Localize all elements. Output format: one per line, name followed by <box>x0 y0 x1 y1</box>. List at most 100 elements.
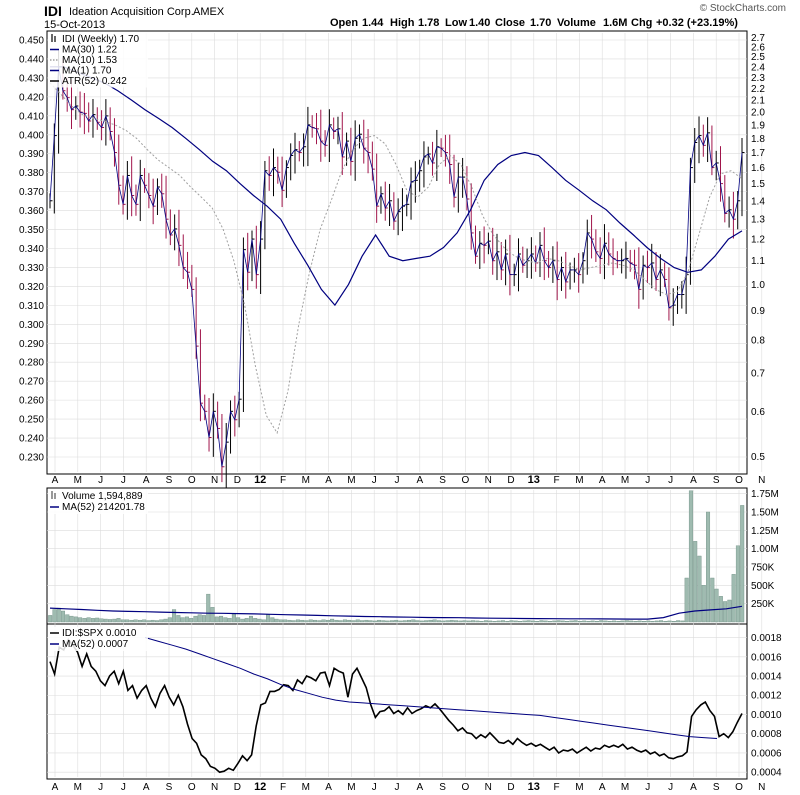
y-right-tick-label: 1.5 <box>751 179 765 190</box>
volume-bar <box>513 620 518 623</box>
y-right-tick-label: 2.4 <box>751 62 765 73</box>
volume-bar <box>731 574 736 623</box>
volume-bar <box>248 615 253 623</box>
volume-bar <box>368 620 373 623</box>
legend-label: IDI (Weekly) 1.70 <box>62 34 139 45</box>
y-right-tick-label: 0.7 <box>751 369 765 380</box>
volume-bar <box>189 618 194 623</box>
axis-ticks: A A M M J J J J A A S S O O N N D D 12 12 F F M M A A M M J J J J A A S S O O… <box>19 33 782 793</box>
x-tick-label: J <box>645 782 650 793</box>
volume-bar <box>667 620 672 623</box>
y-left-tick-label: 0.270 <box>19 377 44 388</box>
volume-bar <box>253 618 258 623</box>
y-right-tick-label: 0.5 <box>751 452 765 463</box>
volume-bar <box>377 619 382 623</box>
volume-bar <box>167 617 172 623</box>
volume-bar <box>261 619 266 623</box>
y-left-tick-label: 0.320 <box>19 282 44 293</box>
volume-bar <box>607 621 612 623</box>
volume-bar <box>466 620 471 623</box>
y-right-tick-label: 0.6 <box>751 407 765 418</box>
x-tick-label: N <box>758 475 765 486</box>
x-tick-label: F <box>280 782 286 793</box>
volume-bar <box>590 620 595 623</box>
volume-bar <box>539 620 544 623</box>
x-tick-label: D <box>234 782 241 793</box>
rs-tick-label: 0.0004 <box>751 768 782 779</box>
x-tick-label: N <box>485 782 492 793</box>
volume-bar <box>334 619 339 623</box>
volume-bar <box>518 621 523 623</box>
y-left-tick-label: 0.390 <box>19 149 44 160</box>
x-tick-label: O <box>462 782 470 793</box>
y-right-tick-label: 2.3 <box>751 73 765 84</box>
volume-bar <box>330 618 335 623</box>
low-value: 1.40 <box>469 17 490 29</box>
x-tick-label: 13 <box>528 474 540 486</box>
volume-bar <box>445 620 450 623</box>
legend-label: MA(52) 214201.78 <box>62 502 145 513</box>
y-right-tick-label: 1.9 <box>751 120 765 131</box>
volume-bar <box>684 577 689 623</box>
volume-bar <box>116 618 121 623</box>
volume-bar <box>150 619 155 623</box>
volume-bar <box>321 619 326 623</box>
y-left-tick-label: 0.340 <box>19 244 44 255</box>
x-tick-label: A <box>325 782 332 793</box>
volume-bar <box>586 621 591 623</box>
x-tick-label: J <box>372 475 377 486</box>
volume-bar <box>496 620 501 623</box>
y-left-tick-label: 0.400 <box>19 130 44 141</box>
volume-bar <box>492 621 497 623</box>
rs-tick-label: 0.0014 <box>751 672 782 683</box>
volume-bar <box>398 620 403 623</box>
volume-bar <box>616 621 621 623</box>
symbol-label: IDI <box>44 3 62 19</box>
volume-bar <box>172 609 177 623</box>
volume-bar <box>325 619 330 623</box>
volume-bar <box>295 619 300 623</box>
y-right-tick-label: 2.6 <box>751 42 765 53</box>
volume-bar <box>530 620 535 623</box>
volume-bar <box>214 616 219 623</box>
volume-bar <box>565 621 570 623</box>
x-tick-label: A <box>690 475 697 486</box>
exchange-label: AMEX <box>193 6 225 18</box>
volume-bar <box>372 620 377 623</box>
volume-bar <box>573 620 578 623</box>
y-right-tick-label: 1.6 <box>751 163 765 174</box>
x-tick-label: O <box>188 782 196 793</box>
volume-bar <box>283 619 288 623</box>
y-right-tick-label: 1.4 <box>751 196 765 207</box>
volume-bar <box>300 619 305 623</box>
volume-bar <box>240 618 245 623</box>
volume-bar <box>163 618 168 623</box>
rs-line <box>49 637 743 774</box>
volume-bar <box>108 619 113 623</box>
volume-tick-label: 1.25M <box>751 526 779 537</box>
y-right-tick-label: 1.3 <box>751 215 765 226</box>
volume-tick-label: 750K <box>751 563 775 574</box>
volume-bar <box>680 620 685 623</box>
x-tick-label: A <box>599 475 606 486</box>
y-right-tick-label: 2.7 <box>751 33 765 44</box>
volume-bar <box>270 617 275 623</box>
legend-label: MA(30) 1.22 <box>62 45 117 56</box>
volume-bar <box>424 620 429 623</box>
x-tick-label: S <box>439 782 446 793</box>
x-tick-label: S <box>713 475 720 486</box>
y-left-tick-label: 0.330 <box>19 263 44 274</box>
x-tick-label: M <box>575 475 583 486</box>
legend-label: Volume 1,594,889 <box>62 491 143 502</box>
volume-bar <box>505 621 510 623</box>
volume-bar <box>612 620 617 623</box>
y-left-tick-label: 0.430 <box>19 73 44 84</box>
x-tick-label: J <box>372 782 377 793</box>
x-tick-label: M <box>347 782 355 793</box>
y-left-tick-label: 0.310 <box>19 301 44 312</box>
volume-bar <box>411 619 416 623</box>
volume-bar <box>266 614 271 623</box>
x-tick-label: D <box>234 475 241 486</box>
legend-background <box>48 490 148 514</box>
